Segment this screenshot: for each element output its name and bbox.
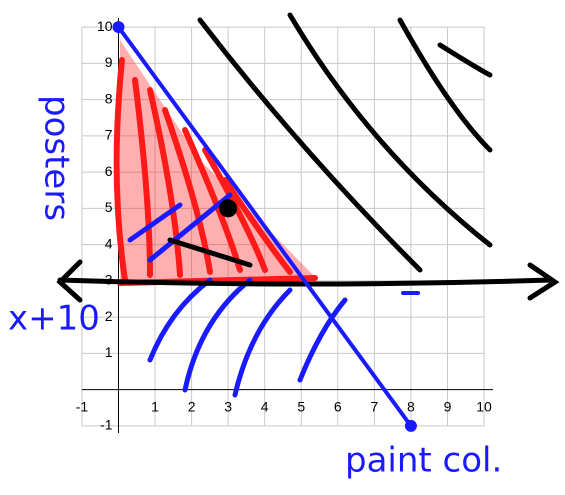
- point: [405, 420, 417, 432]
- x-tick-label: 2: [188, 398, 196, 414]
- x-annotation: paint col.: [345, 441, 502, 481]
- y-tick-label: 2: [105, 308, 113, 324]
- y-tick-label: 7: [105, 127, 113, 143]
- x-tick-label: 10: [476, 398, 492, 414]
- x-tick-label: 1: [151, 398, 159, 414]
- handwriting: [60, 15, 555, 395]
- x-tick-label: 7: [370, 398, 378, 414]
- y-annotation: posters: [37, 95, 77, 221]
- equation: x+10: [8, 299, 100, 339]
- x-tick-label: -1: [76, 398, 89, 414]
- x-tick-label: 6: [334, 398, 342, 414]
- y-tick-label: 10: [97, 18, 113, 34]
- x-tick-label: 4: [261, 398, 269, 414]
- x-tick-label: 3: [224, 398, 232, 414]
- y-tick-label: 5: [105, 199, 113, 215]
- x-tick-label: 8: [407, 398, 415, 414]
- point: [112, 21, 124, 33]
- y-tick-label: -1: [100, 417, 113, 433]
- y-tick-label: 1: [105, 344, 113, 360]
- y-tick-label: 6: [105, 163, 113, 179]
- y-tick-label: 4: [105, 235, 113, 251]
- point: [219, 199, 237, 217]
- x-tick-label: 5: [297, 398, 305, 414]
- y-tick-label: 8: [105, 90, 113, 106]
- y-tick-label: 9: [105, 54, 113, 70]
- x-tick-label: 9: [444, 398, 452, 414]
- chart: -112345678910-112345678910 posters x+10 …: [0, 0, 565, 495]
